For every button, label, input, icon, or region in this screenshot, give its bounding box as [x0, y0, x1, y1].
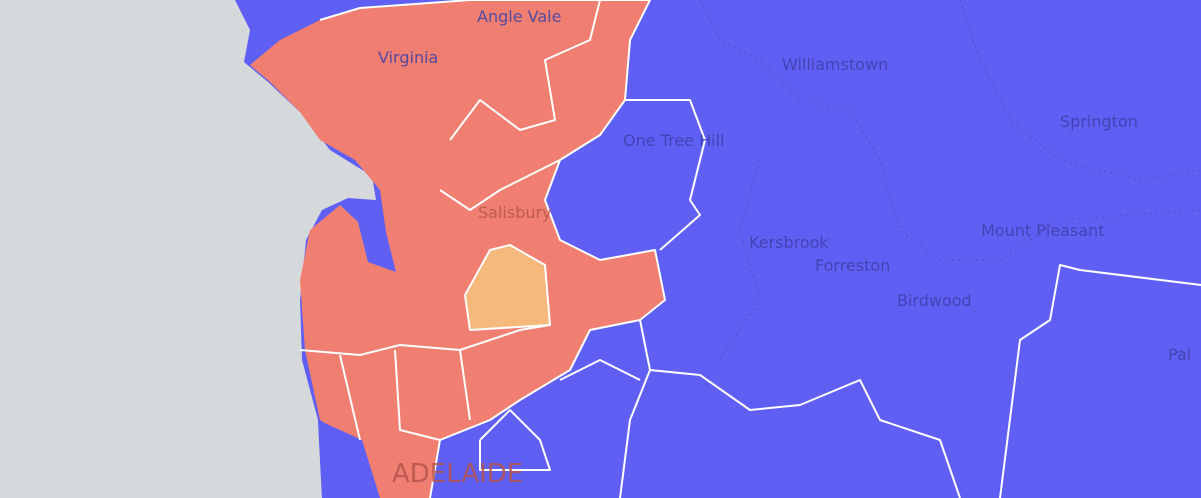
red-region — [250, 0, 665, 498]
place-label: Angle Vale — [477, 7, 561, 26]
boundaries — [299, 0, 1201, 498]
place-label: Williamstown — [782, 55, 888, 74]
blue-region — [318, 420, 380, 498]
orange-region — [465, 245, 550, 330]
blue-region — [430, 360, 600, 498]
place-label: Birdwood — [897, 291, 972, 310]
place-label: Virginia — [378, 48, 438, 67]
admin-lines — [699, 0, 1201, 361]
place-label: Springton — [1060, 112, 1138, 131]
place-label: ADELAIDE — [392, 459, 523, 489]
place-label: Kersbrook — [749, 233, 829, 252]
place-label: One Tree Hill — [623, 131, 724, 150]
place-label: Forreston — [815, 256, 890, 275]
sea — [0, 0, 376, 498]
place-label: Mount Pleasant — [981, 221, 1105, 240]
place-label: Pal — [1168, 345, 1191, 364]
place-label: Salisbury — [478, 203, 552, 222]
